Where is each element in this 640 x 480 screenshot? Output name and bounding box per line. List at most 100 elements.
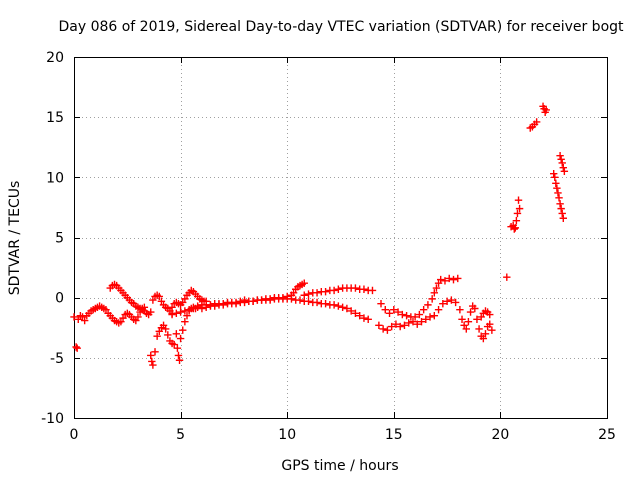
data-point (488, 326, 496, 334)
data-point (550, 170, 558, 178)
data-point (172, 309, 181, 318)
y-tick-label: -5 (50, 351, 64, 367)
data-point (559, 214, 567, 222)
data-point (313, 298, 321, 307)
data-point (375, 321, 383, 330)
data-point (466, 308, 475, 316)
y-tick-label: -10 (41, 411, 64, 427)
data-point (419, 306, 428, 314)
data-point (174, 351, 183, 360)
data-point (542, 106, 550, 114)
series-arc-evening-lower (375, 296, 496, 343)
data-point (183, 312, 191, 320)
data-point (148, 357, 156, 366)
data-point (181, 318, 189, 326)
data-point (379, 325, 387, 333)
x-tick-label: 10 (278, 427, 296, 443)
data-point (458, 315, 466, 324)
data-point (368, 286, 377, 295)
data-point (424, 301, 432, 309)
data-point (396, 322, 404, 331)
data-point (360, 285, 368, 293)
data-point (155, 292, 163, 301)
data-point (334, 285, 343, 293)
data-point (338, 303, 347, 311)
data-point (355, 312, 364, 320)
data-point (434, 306, 443, 314)
data-point (300, 279, 308, 287)
x-tick-label: 0 (70, 427, 79, 443)
data-point (432, 284, 441, 292)
data-point (70, 313, 78, 321)
data-point (176, 308, 185, 316)
data-point (321, 287, 330, 296)
data-point (445, 274, 453, 283)
data-point (473, 315, 481, 324)
data-point (313, 289, 321, 297)
x-axis-tick-labels: 0 5 10 15 20 25 (70, 427, 616, 443)
data-point (486, 320, 494, 328)
series-arc-20h (503, 196, 524, 281)
data-point (556, 151, 564, 160)
data-point (170, 340, 178, 349)
y-tick-label: 0 (55, 291, 64, 307)
data-point (304, 290, 313, 298)
data-point (164, 331, 172, 339)
data-point (385, 309, 394, 318)
data-point (80, 316, 89, 325)
data-point (552, 179, 560, 188)
series-arc-hump-5-6h (168, 286, 210, 311)
data-point (392, 320, 400, 328)
data-point (300, 291, 308, 299)
data-point (447, 296, 456, 304)
data-point (387, 322, 396, 331)
data-point (555, 194, 563, 202)
data-point (351, 284, 360, 292)
data-point (503, 273, 511, 281)
data-point (364, 315, 372, 324)
data-point (556, 200, 564, 208)
data-point (72, 343, 80, 351)
data-point (512, 216, 521, 225)
data-point (202, 303, 210, 311)
data-point (456, 306, 464, 314)
data-point (153, 332, 161, 340)
data-point (334, 302, 343, 310)
data-point (161, 325, 170, 333)
data-point (558, 159, 566, 167)
data-point (409, 318, 417, 326)
data-point (560, 167, 569, 176)
data-point (287, 295, 296, 303)
x-tick-label: 15 (385, 427, 403, 443)
x-tick-label: 25 (598, 427, 616, 443)
data-point (422, 315, 430, 324)
data-point (147, 308, 155, 316)
data-point (219, 301, 227, 309)
data-point (413, 320, 421, 328)
data-point (347, 307, 355, 315)
data-point (554, 189, 562, 197)
grid (74, 57, 607, 418)
data-point (402, 312, 411, 320)
data-point (411, 313, 419, 321)
data-point (343, 304, 351, 313)
data-point (189, 304, 198, 313)
data-point (377, 299, 385, 308)
y-tick-label: 20 (46, 50, 64, 66)
data-point (513, 209, 522, 218)
data-point (173, 344, 182, 352)
data-point (330, 301, 338, 309)
data-point (179, 326, 187, 334)
data-point (443, 297, 451, 305)
y-tick-label: 5 (55, 231, 64, 247)
data-point (451, 298, 460, 307)
data-point (394, 308, 402, 316)
data-point (175, 356, 184, 364)
data-point (559, 164, 567, 172)
data-point (449, 275, 458, 284)
plot-frame (74, 57, 608, 419)
data-point (426, 313, 434, 321)
data-point (553, 184, 561, 192)
data-point (441, 277, 449, 285)
